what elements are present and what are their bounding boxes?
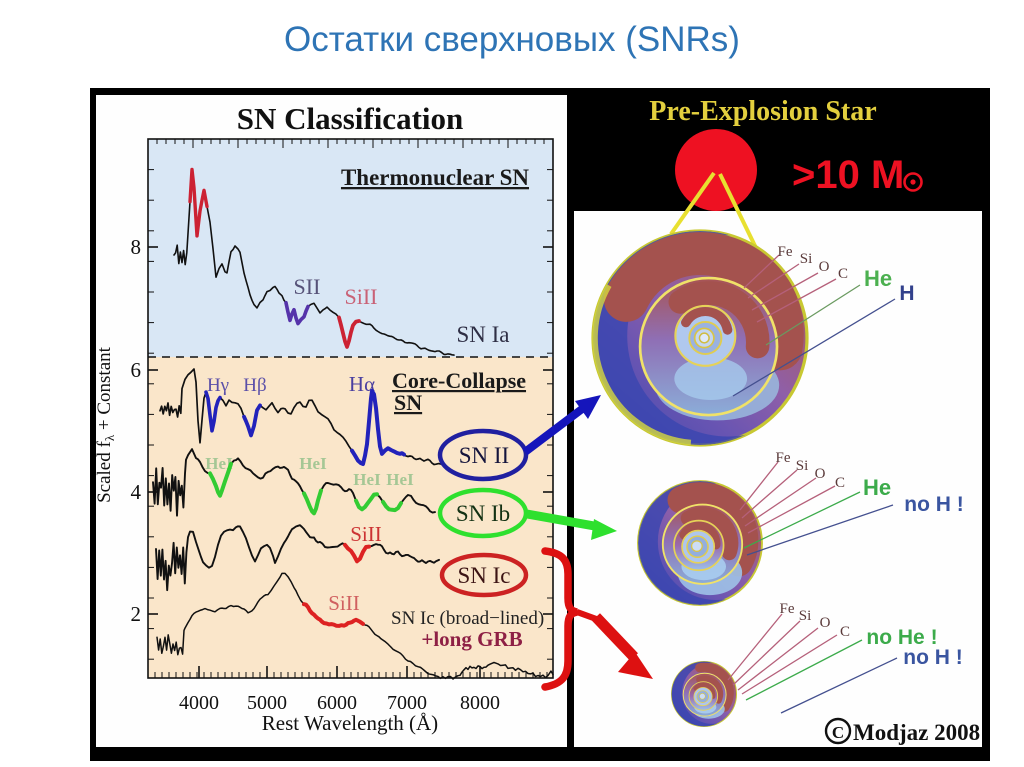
- svg-text:SN Ib: SN Ib: [456, 501, 510, 526]
- svg-text:8: 8: [131, 235, 142, 259]
- svg-text:6000: 6000: [317, 692, 357, 714]
- svg-text:SN Ic (broad−lined): SN Ic (broad−lined): [391, 608, 544, 629]
- svg-text:Остатки сверхновых (SNRs): Остатки сверхновых (SNRs): [284, 20, 740, 59]
- svg-text:Scaled fλ + Constant: Scaled fλ + Constant: [94, 346, 117, 503]
- svg-text:SN Classification: SN Classification: [237, 101, 464, 136]
- svg-text:Fe: Fe: [780, 601, 795, 617]
- svg-text:Si: Si: [800, 251, 813, 267]
- svg-text:4: 4: [131, 480, 142, 504]
- svg-text:H: H: [899, 282, 914, 305]
- svg-text:>10 M: >10 M: [792, 153, 904, 197]
- svg-text:HeI: HeI: [353, 470, 381, 489]
- svg-text:C: C: [835, 475, 845, 491]
- svg-text:SN II: SN II: [459, 443, 509, 468]
- svg-text:6: 6: [131, 358, 142, 382]
- svg-text:Si: Si: [799, 608, 812, 624]
- svg-text:Rest Wavelength (Å): Rest Wavelength (Å): [262, 711, 438, 735]
- svg-text:SN Ia: SN Ia: [456, 322, 509, 347]
- svg-text:Core-Collapse: Core-Collapse: [392, 368, 526, 393]
- svg-text:O: O: [820, 615, 831, 631]
- svg-text:4000: 4000: [179, 692, 219, 714]
- svg-text:Hβ: Hβ: [243, 375, 266, 396]
- svg-text:7000: 7000: [387, 692, 427, 714]
- svg-text:SiII: SiII: [328, 591, 360, 615]
- svg-text:He: He: [864, 266, 892, 291]
- svg-text:no H !: no H !: [904, 493, 963, 516]
- svg-text:O: O: [815, 466, 826, 482]
- svg-text:8000: 8000: [460, 692, 500, 714]
- svg-text:SiII: SiII: [350, 522, 382, 546]
- svg-text:HeI: HeI: [205, 454, 233, 473]
- svg-text:SN Ic: SN Ic: [457, 563, 510, 588]
- svg-text:SII: SII: [294, 274, 321, 299]
- svg-text:Pre-Explosion Star: Pre-Explosion Star: [649, 96, 876, 127]
- svg-text:SiII: SiII: [345, 284, 378, 309]
- svg-text:Fe: Fe: [776, 450, 791, 466]
- svg-text:HeI: HeI: [386, 470, 414, 489]
- svg-text:5000: 5000: [247, 692, 287, 714]
- svg-text:no He !: no He !: [866, 626, 937, 649]
- svg-text:Fe: Fe: [778, 244, 793, 260]
- svg-text:2: 2: [131, 602, 142, 626]
- svg-text:Thermonuclear SN: Thermonuclear SN: [341, 165, 529, 190]
- svg-text:Si: Si: [796, 458, 809, 474]
- svg-text:O: O: [819, 259, 830, 275]
- svg-text:C: C: [838, 266, 848, 282]
- svg-text:+long GRB: +long GRB: [421, 627, 522, 651]
- svg-text:C: C: [840, 624, 850, 640]
- svg-text:Hγ: Hγ: [207, 375, 229, 396]
- svg-text:Modjaz 2008: Modjaz 2008: [853, 720, 980, 745]
- svg-text:C: C: [832, 723, 844, 742]
- svg-text:He: He: [863, 475, 891, 500]
- svg-text:no H !: no H !: [903, 646, 962, 669]
- svg-text:SN: SN: [394, 390, 422, 415]
- svg-text:HeI: HeI: [299, 454, 327, 473]
